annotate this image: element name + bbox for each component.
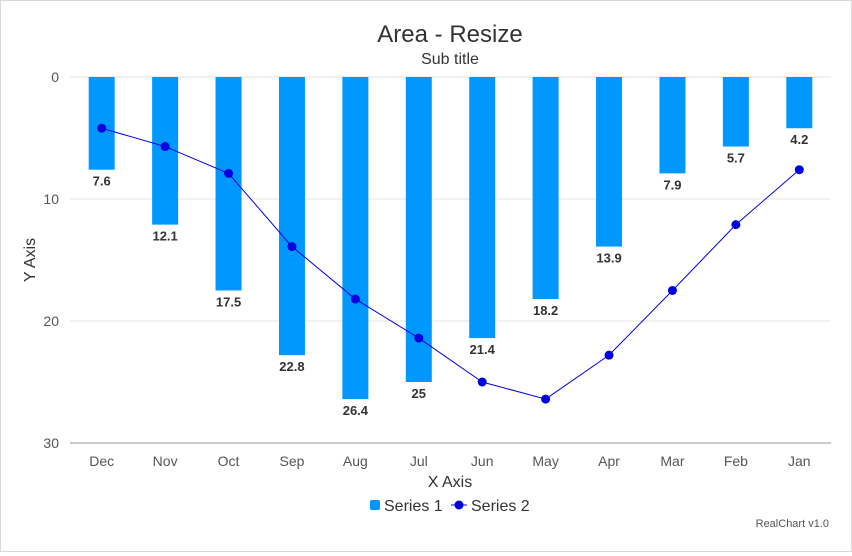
bar-data-label: 7.6 bbox=[93, 174, 111, 189]
bar-data-label: 13.9 bbox=[596, 251, 621, 266]
bar-data-label: 26.4 bbox=[343, 403, 369, 418]
x-tick-label: Jul bbox=[410, 453, 428, 469]
bar-data-label: 18.2 bbox=[533, 303, 558, 318]
x-tick-label: Sep bbox=[279, 453, 304, 469]
bar-data-label: 21.4 bbox=[470, 342, 496, 357]
line-point bbox=[350, 294, 360, 304]
line-point bbox=[224, 168, 234, 178]
bar-data-label: 4.2 bbox=[790, 132, 808, 147]
series-1-data-labels: 7.6 12.1 17.5 22.8 26.4 25 21.4 18.2 13.9 7.9 5.7 4… bbox=[93, 132, 809, 418]
bar bbox=[405, 77, 432, 382]
x-tick-label: May bbox=[532, 453, 558, 469]
line-point bbox=[541, 394, 551, 404]
line-point bbox=[97, 123, 107, 133]
line-point bbox=[667, 286, 677, 295]
line-point bbox=[794, 165, 804, 175]
bar bbox=[88, 77, 115, 170]
bar bbox=[596, 77, 623, 247]
legend-label-series-1: Series 1 bbox=[384, 498, 443, 515]
chart-title: Area - Resize bbox=[377, 21, 522, 48]
line-point bbox=[160, 142, 170, 152]
series-2-line bbox=[101, 127, 800, 400]
bar-data-label: 5.7 bbox=[727, 151, 745, 166]
x-axis-title: X Axis bbox=[428, 474, 472, 491]
x-tick-label: Oct bbox=[218, 453, 240, 469]
y-tick-label: 30 bbox=[43, 435, 59, 451]
bar bbox=[469, 77, 496, 339]
bar bbox=[786, 77, 813, 129]
y-axis-ticks: 0 10 20 30 bbox=[43, 69, 59, 451]
bar-data-label: 22.8 bbox=[279, 359, 304, 374]
x-tick-label: Dec bbox=[89, 453, 114, 469]
legend-marker-series-2 bbox=[454, 500, 464, 510]
bar bbox=[722, 77, 749, 147]
x-tick-label: Aug bbox=[343, 453, 368, 469]
series-1-bars bbox=[88, 77, 813, 400]
bar bbox=[342, 77, 369, 400]
legend: Series 1 Series 2 bbox=[370, 498, 530, 515]
y-tick-label: 10 bbox=[43, 191, 59, 207]
line-point bbox=[477, 377, 487, 387]
line-point bbox=[414, 333, 424, 343]
x-tick-label: Apr bbox=[598, 453, 620, 469]
bar bbox=[532, 77, 559, 300]
x-tick-label: Feb bbox=[724, 453, 748, 469]
bar bbox=[659, 77, 686, 174]
legend-marker-series-1 bbox=[370, 500, 380, 510]
chart-subtitle: Sub title bbox=[421, 51, 479, 68]
x-tick-label: Mar bbox=[660, 453, 684, 469]
bar-data-label: 7.9 bbox=[663, 177, 681, 192]
bar bbox=[278, 77, 305, 356]
x-tick-label: Jun bbox=[471, 453, 494, 469]
x-tick-label: Jan bbox=[788, 453, 811, 469]
bar-data-label: 12.1 bbox=[152, 229, 177, 244]
legend-label-series-2: Series 2 bbox=[471, 498, 530, 515]
chart-credit: RealChart v1.0 bbox=[756, 518, 829, 530]
y-tick-label: 20 bbox=[43, 313, 59, 329]
legend-item-series-1[interactable]: Series 1 bbox=[370, 498, 443, 515]
line-point bbox=[604, 350, 614, 360]
bar-data-label: 17.5 bbox=[216, 295, 241, 310]
series-2-line-group bbox=[97, 123, 804, 404]
legend-item-series-2[interactable]: Series 2 bbox=[451, 498, 530, 515]
y-axis-title: Y Axis bbox=[22, 238, 39, 282]
bar-data-label: 25 bbox=[412, 386, 426, 401]
grid-lines bbox=[70, 76, 831, 444]
x-tick-label: Nov bbox=[153, 453, 178, 469]
x-axis-ticks: Dec Nov Oct Sep Aug Jul Jun May Apr Mar Feb Jan bbox=[89, 453, 810, 469]
line-point bbox=[731, 220, 741, 230]
line-point bbox=[287, 242, 297, 252]
y-tick-label: 0 bbox=[51, 69, 59, 85]
